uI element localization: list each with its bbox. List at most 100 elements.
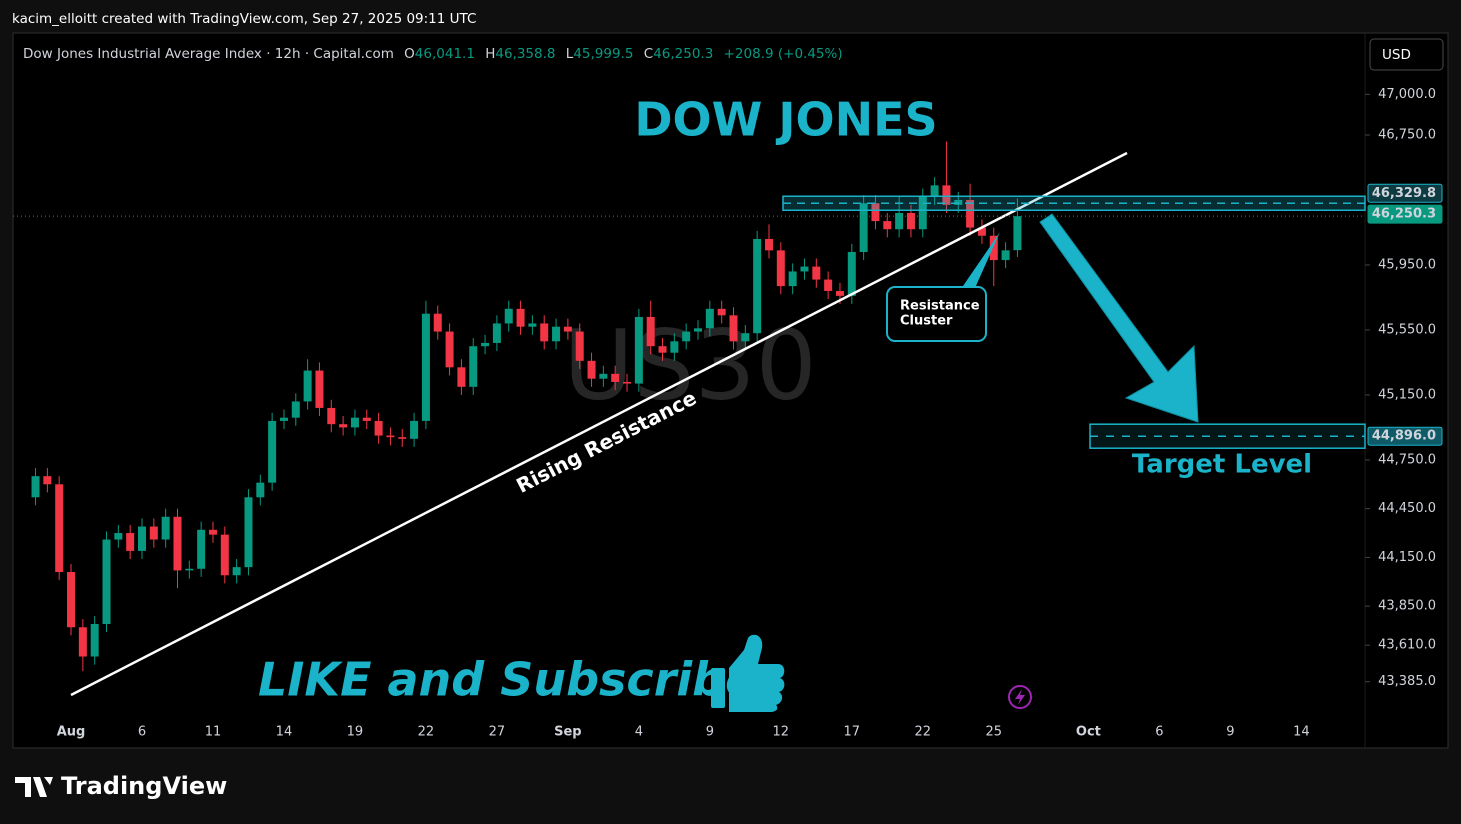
x-tick-label: 4 xyxy=(635,725,643,740)
candle-body xyxy=(954,199,963,205)
y-tick-label: 47,000.0 xyxy=(1378,87,1436,102)
x-tick-label: 6 xyxy=(138,725,146,740)
callout-line: Cluster xyxy=(900,314,953,329)
ohlc-value: 45,999.5 xyxy=(573,46,633,62)
currency[interactable]: USD xyxy=(1382,47,1411,63)
candle-body xyxy=(623,381,632,384)
candle-body xyxy=(126,533,135,551)
candle-body xyxy=(55,484,64,573)
y-tick-label: 45,950.0 xyxy=(1378,257,1436,272)
candle-body xyxy=(847,251,856,296)
candle-body xyxy=(244,497,253,568)
x-tick-label: Oct xyxy=(1076,725,1101,740)
brand: TradingView xyxy=(15,772,227,800)
brand-name: TradingView xyxy=(61,772,227,800)
candle-body xyxy=(563,326,572,332)
candle-body xyxy=(871,203,880,222)
callout-line: Resistance xyxy=(900,299,980,314)
candle-body xyxy=(197,529,206,569)
x-tick-label: 27 xyxy=(489,725,506,740)
ohlc-value: 46,250.3 xyxy=(653,46,713,62)
candle-body xyxy=(102,539,111,625)
candle-body xyxy=(883,221,892,230)
y-tick-label: 45,550.0 xyxy=(1378,322,1436,337)
x-tick-label: 9 xyxy=(706,725,714,740)
candle-body xyxy=(31,476,40,498)
candle-body xyxy=(161,516,170,540)
x-tick-label: 22 xyxy=(915,725,932,740)
candle-body xyxy=(149,526,158,540)
price-tag-label: 46,250.3 xyxy=(1372,207,1436,222)
candle-body xyxy=(78,627,87,657)
x-tick-label: 25 xyxy=(985,725,1002,740)
target-zone xyxy=(1089,423,1366,449)
candle-body xyxy=(753,238,762,334)
currency-button[interactable] xyxy=(1369,38,1444,71)
candle-body xyxy=(658,346,667,353)
thumbs-up-icon xyxy=(711,634,785,712)
candle-body xyxy=(918,196,927,230)
candle-body xyxy=(303,370,312,402)
legend: Dow Jones Industrial Average Index · 12h… xyxy=(23,46,843,62)
y-tick-label: 43,385.0 xyxy=(1378,674,1436,689)
candle-body xyxy=(504,308,513,324)
candle-body xyxy=(516,308,525,327)
candle-body xyxy=(268,420,277,483)
candle-body xyxy=(114,533,123,540)
candle-body xyxy=(185,568,194,571)
candle-body xyxy=(587,360,596,379)
target-arrow xyxy=(1039,213,1199,423)
alert-icon[interactable] xyxy=(1008,685,1032,709)
candle-body xyxy=(705,308,714,329)
callout-box xyxy=(886,286,987,342)
candle-body xyxy=(43,476,52,485)
price-tag xyxy=(1367,204,1443,224)
candle-body xyxy=(977,227,986,236)
candle-body xyxy=(800,266,809,272)
candle-body xyxy=(824,279,833,291)
candle-body xyxy=(492,323,501,343)
candle-body xyxy=(469,346,478,387)
callout-pointer xyxy=(963,232,1000,288)
y-tick-label: 44,150.0 xyxy=(1378,550,1436,565)
candle-body xyxy=(398,437,407,439)
x-tick-label: 14 xyxy=(276,725,293,740)
candle-body xyxy=(646,316,655,347)
candle-body xyxy=(812,266,821,280)
ohlc-prefix: O xyxy=(404,46,415,62)
ohlc-prefix: L xyxy=(566,46,574,62)
price-tag xyxy=(1367,183,1443,203)
x-tick-label: 17 xyxy=(844,725,861,740)
symbol-title: Dow Jones Industrial Average Index · 12h… xyxy=(23,46,394,62)
candle-body xyxy=(374,420,383,436)
candle-body xyxy=(942,185,951,205)
candle-body xyxy=(989,235,998,261)
price-tag xyxy=(1367,426,1443,446)
candle-body xyxy=(895,212,904,230)
chart-frame xyxy=(12,32,1449,749)
candle-body xyxy=(291,401,300,418)
target-text: Target Level xyxy=(1132,450,1312,480)
candle-body xyxy=(1001,250,1010,261)
candle-body xyxy=(279,417,288,421)
y-tick-label: 44,450.0 xyxy=(1378,501,1436,516)
candle-body xyxy=(386,435,395,438)
candle-body xyxy=(1013,216,1022,251)
watermark: US30 xyxy=(563,309,816,421)
candle-body xyxy=(835,290,844,296)
credit: kacim_elloitt created with TradingView.c… xyxy=(12,11,476,27)
candle-body xyxy=(682,331,691,342)
candle-body xyxy=(540,323,549,342)
candle-body xyxy=(256,482,265,498)
candle-body xyxy=(611,373,620,382)
candle-body xyxy=(776,250,785,287)
candle-body xyxy=(599,373,608,379)
x-tick-label: 9 xyxy=(1226,725,1234,740)
candle-body xyxy=(220,534,229,576)
candle-body xyxy=(552,326,561,342)
headline: DOW JONES xyxy=(634,93,937,147)
y-tick-label: 43,610.0 xyxy=(1378,638,1436,653)
candle-body xyxy=(173,516,182,571)
